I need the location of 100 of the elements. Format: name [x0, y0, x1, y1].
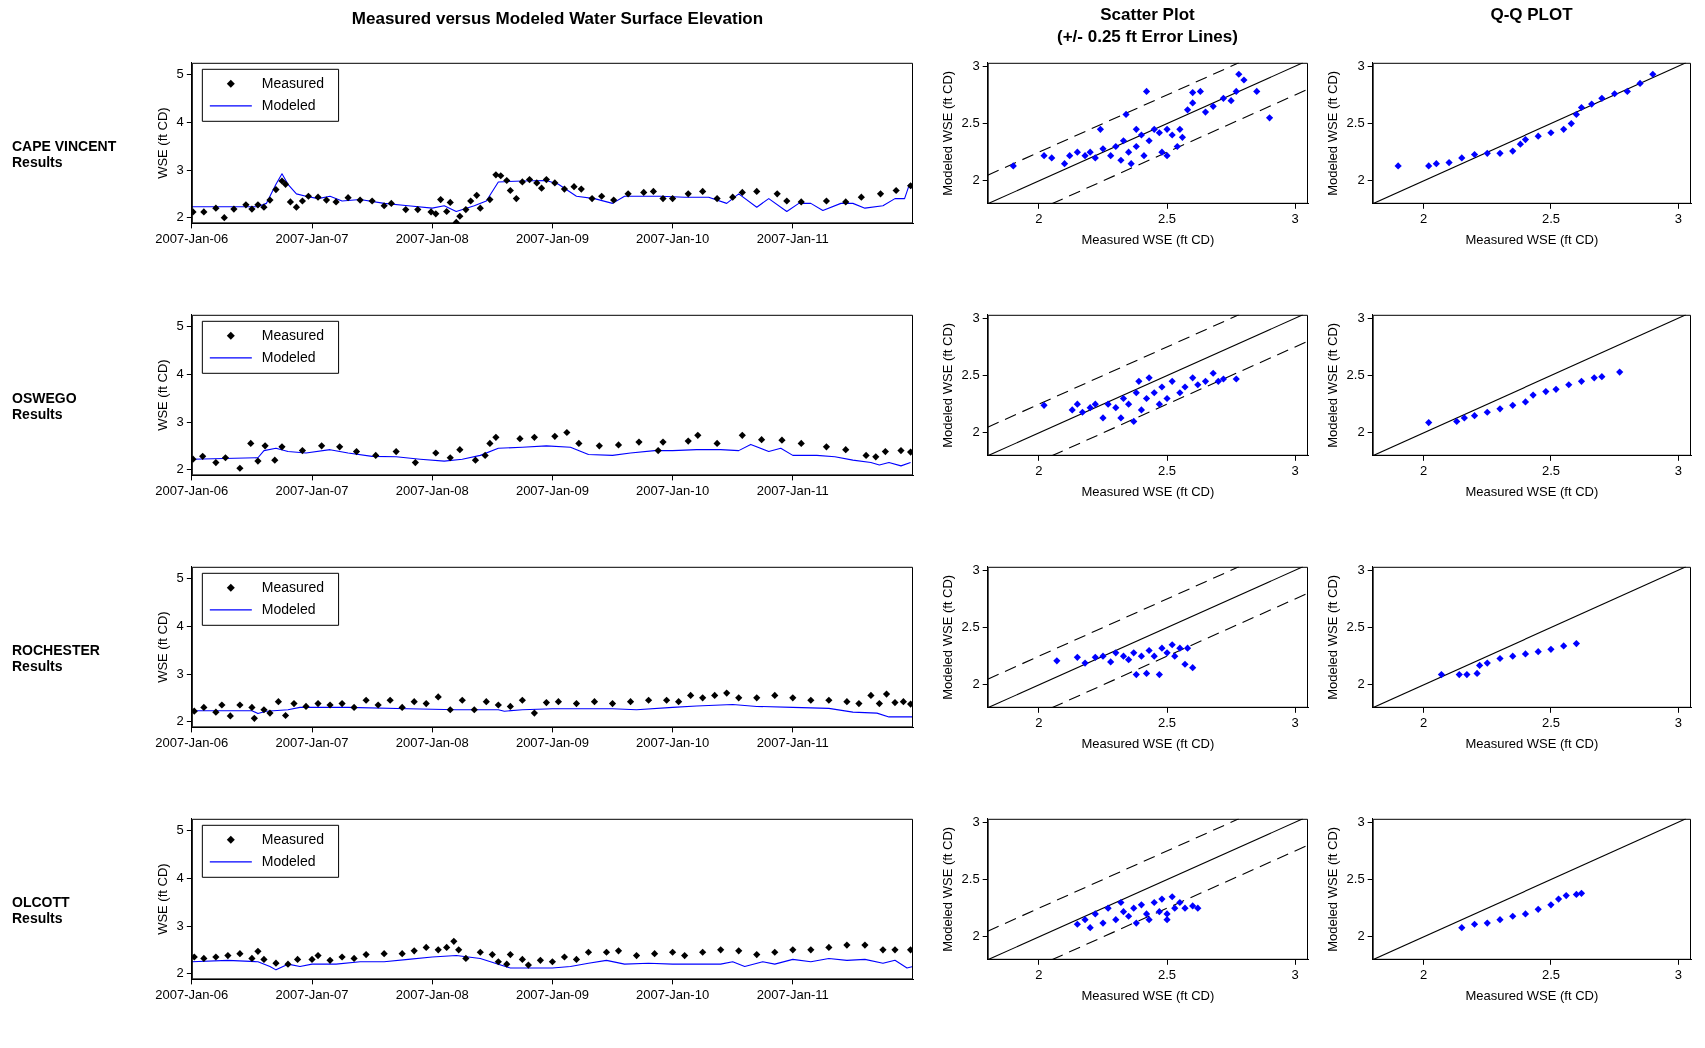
point: [372, 451, 380, 459]
point: [1142, 87, 1151, 96]
point: [1142, 669, 1151, 678]
x-tick-label: 2: [1035, 967, 1043, 983]
chart-title: Q-Q PLOT: [1489, 4, 1574, 26]
y-tick-label: 4: [176, 365, 184, 381]
point: [1099, 652, 1107, 660]
point: [1081, 152, 1089, 160]
point: [1158, 895, 1166, 903]
point: [681, 951, 689, 960]
point: [308, 955, 316, 963]
point: [694, 431, 702, 439]
point: [1176, 898, 1184, 907]
y-tick-label: 2: [972, 172, 980, 188]
point: [1119, 137, 1128, 145]
point: [446, 706, 454, 714]
point: [1117, 156, 1125, 164]
point: [1099, 414, 1107, 422]
y-tick-label: 3: [972, 561, 980, 577]
point: [1009, 162, 1017, 170]
point: [1130, 649, 1138, 657]
point: [1547, 645, 1555, 653]
x-tick-label: 2.5: [1541, 463, 1560, 479]
point: [626, 698, 635, 706]
legend-label: Modeled: [261, 348, 316, 365]
point: [398, 703, 406, 711]
point: [530, 709, 538, 717]
legend-label: Modeled: [261, 852, 316, 869]
y-tick-label: 3: [176, 917, 184, 933]
point: [1137, 406, 1146, 414]
x-tick-label: 2: [1035, 715, 1043, 731]
point: [1155, 400, 1163, 408]
x-axis-title: Measured WSE (ft CD): [1465, 483, 1599, 499]
y-axis-title: Modeled WSE (ft CD): [1325, 322, 1341, 448]
legend-label: Measured: [261, 74, 325, 91]
x-tick-label: 2007-Jan-06: [155, 230, 229, 246]
x-tick-label: 3: [1291, 463, 1299, 479]
y-tick-label: 4: [176, 617, 184, 633]
point: [410, 698, 418, 706]
point: [1073, 400, 1081, 408]
point: [1483, 659, 1491, 667]
point: [218, 701, 226, 709]
y-tick-label: 2.5: [1346, 871, 1365, 887]
point: [608, 699, 617, 708]
point: [575, 439, 583, 448]
point: [1040, 152, 1048, 160]
y-tick-label: 3: [1357, 57, 1365, 73]
y-axis-title: Modeled WSE (ft CD): [1325, 70, 1341, 196]
y-tick-label: 3: [176, 665, 184, 681]
point: [1616, 368, 1624, 376]
point: [1201, 377, 1210, 385]
point: [236, 701, 244, 709]
point: [1209, 369, 1217, 377]
point: [199, 452, 207, 460]
point: [882, 690, 891, 698]
point: [1135, 377, 1143, 385]
point: [897, 447, 905, 455]
point: [1232, 87, 1240, 96]
point: [386, 696, 394, 704]
chart-title: Scatter Plot: [1099, 4, 1196, 26]
point: [1636, 79, 1644, 88]
point: [602, 948, 611, 956]
point: [410, 947, 418, 955]
point: [675, 698, 683, 706]
point: [1132, 125, 1140, 133]
point: [293, 955, 302, 963]
point: [446, 454, 454, 462]
point: [212, 953, 220, 961]
point: [1598, 373, 1606, 381]
point: [1227, 97, 1235, 105]
point: [1253, 87, 1261, 96]
x-tick-label: 2007-Jan-07: [275, 482, 349, 498]
point: [1158, 148, 1166, 156]
point: [771, 948, 779, 956]
x-tick-label: 2: [1419, 715, 1428, 731]
x-axis-title: Measured WSE (ft CD): [1081, 483, 1215, 499]
point: [1214, 377, 1222, 385]
point: [1189, 99, 1197, 107]
point: [516, 435, 524, 443]
point: [1048, 154, 1056, 162]
legend-label: Measured: [261, 830, 325, 847]
x-tick-label: 2007-Jan-06: [155, 986, 229, 1002]
point: [1068, 406, 1076, 414]
point: [1547, 129, 1555, 137]
point: [290, 699, 298, 708]
point: [1529, 391, 1537, 399]
point: [1168, 377, 1176, 385]
x-tick-label: 2.5: [1158, 715, 1177, 731]
point: [1496, 916, 1504, 924]
y-tick-label: 2.5: [1346, 367, 1365, 383]
point: [1119, 652, 1128, 660]
point: [1150, 898, 1158, 907]
point: [906, 946, 913, 954]
point: [1598, 94, 1606, 102]
y-tick-label: 3: [1357, 309, 1365, 325]
point: [1040, 401, 1048, 409]
x-tick-label: 2007-Jan-07: [275, 230, 349, 246]
point: [1104, 904, 1112, 912]
point: [879, 946, 887, 954]
point: [455, 946, 463, 954]
